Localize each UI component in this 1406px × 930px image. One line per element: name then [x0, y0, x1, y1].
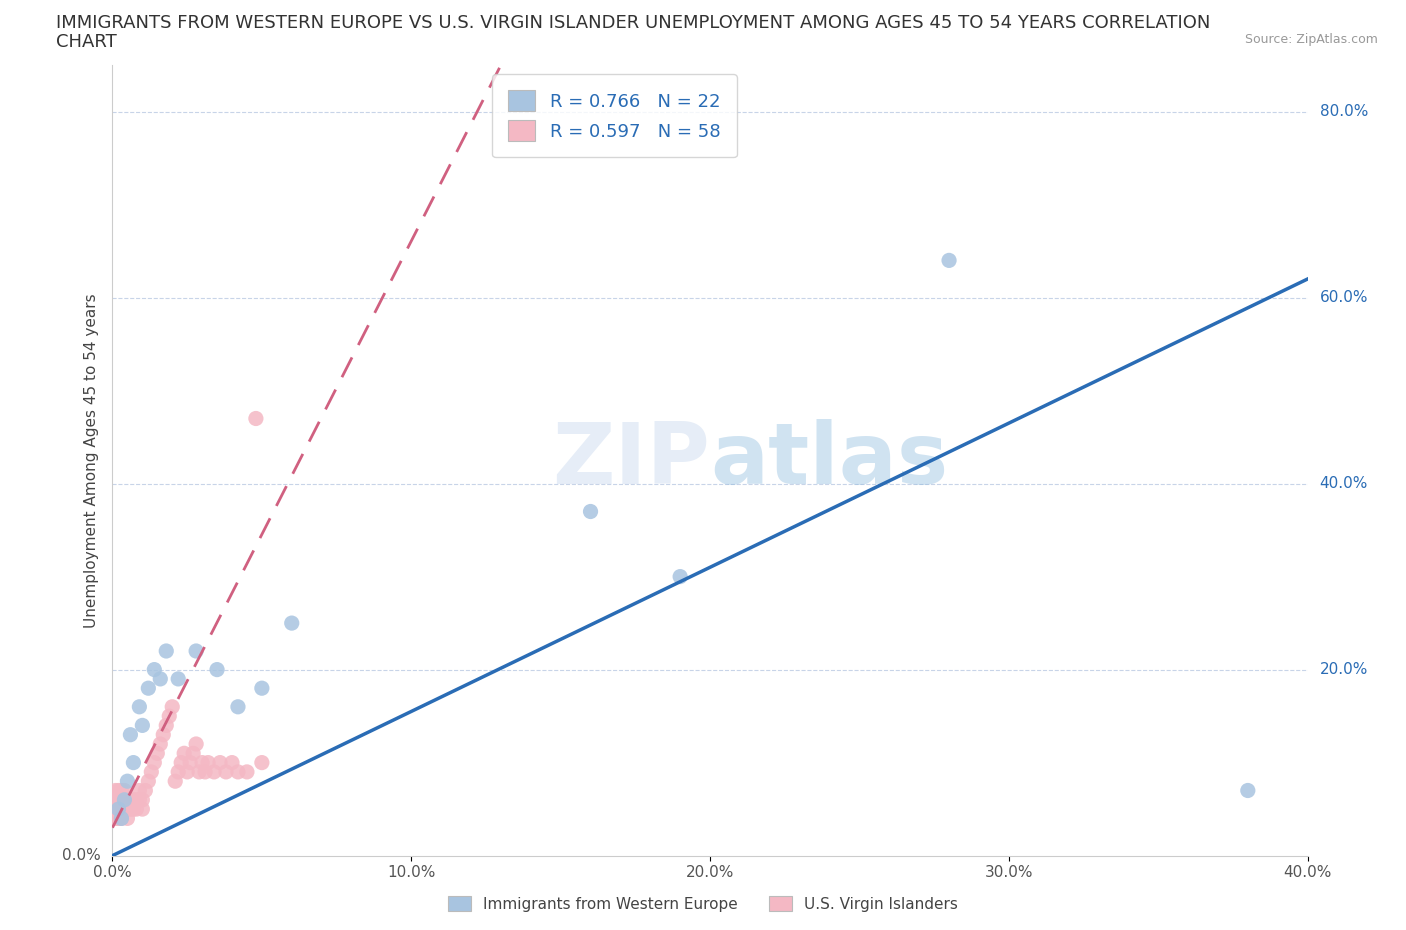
Point [117, 802, 139, 817]
Point [110, 783, 132, 798]
Point [122, 792, 145, 807]
Point [114, 802, 135, 817]
Point [143, 662, 166, 677]
Text: CHART: CHART [56, 33, 117, 51]
Point [110, 811, 132, 826]
Point [155, 644, 177, 658]
Point [179, 755, 201, 770]
Point [104, 792, 127, 807]
Text: 20.0%: 20.0% [1320, 662, 1368, 677]
Point [186, 644, 208, 658]
Point [209, 755, 232, 770]
Point [122, 755, 145, 770]
Point [120, 727, 142, 742]
Point [197, 755, 219, 770]
Point [215, 764, 238, 779]
Point [173, 746, 195, 761]
Point [221, 755, 243, 770]
Point [162, 699, 183, 714]
Point [107, 811, 129, 826]
Point [236, 764, 259, 779]
Point [167, 764, 190, 779]
Text: 60.0%: 60.0% [1320, 290, 1368, 305]
Point [131, 802, 153, 817]
Point [250, 755, 273, 770]
Point [114, 783, 135, 798]
Point [149, 737, 172, 751]
Point [186, 737, 208, 751]
Point [281, 616, 304, 631]
Point [141, 764, 163, 779]
Point [194, 764, 217, 779]
Point [104, 811, 127, 826]
Point [128, 783, 150, 798]
Point [181, 746, 204, 761]
Point [107, 802, 129, 817]
Point [1237, 783, 1260, 798]
Point [120, 792, 142, 807]
Point [157, 709, 180, 724]
Point [938, 253, 960, 268]
Point [117, 774, 139, 789]
Text: 80.0%: 80.0% [1320, 104, 1368, 119]
Point [131, 792, 153, 807]
Point [226, 699, 249, 714]
Point [110, 792, 132, 807]
Point [202, 764, 225, 779]
Point [205, 662, 228, 677]
Text: 40.0%: 40.0% [1320, 476, 1368, 491]
Text: atlas: atlas [710, 418, 948, 502]
Point [107, 792, 129, 807]
Point [128, 699, 150, 714]
Point [110, 802, 132, 817]
Point [117, 792, 139, 807]
Point [176, 764, 198, 779]
Point [134, 783, 156, 798]
Point [120, 802, 142, 817]
Point [245, 411, 267, 426]
Point [226, 764, 249, 779]
Point [149, 671, 172, 686]
Point [114, 792, 135, 807]
Point [579, 504, 602, 519]
Legend: Immigrants from Western Europe, U.S. Virgin Islanders: Immigrants from Western Europe, U.S. Vir… [441, 889, 965, 918]
Point [146, 746, 169, 761]
Point [188, 764, 211, 779]
Point [152, 727, 174, 742]
Point [107, 802, 129, 817]
Point [114, 792, 135, 807]
Point [117, 811, 139, 826]
Text: IMMIGRANTS FROM WESTERN EUROPE VS U.S. VIRGIN ISLANDER UNEMPLOYMENT AMONG AGES 4: IMMIGRANTS FROM WESTERN EUROPE VS U.S. V… [56, 14, 1211, 32]
Point [107, 783, 129, 798]
Text: 0.0%: 0.0% [62, 848, 101, 863]
Point [165, 774, 187, 789]
Legend: R = 0.766   N = 22, R = 0.597   N = 58: R = 0.766 N = 22, R = 0.597 N = 58 [492, 74, 737, 157]
Point [155, 718, 177, 733]
Point [125, 802, 148, 817]
Point [250, 681, 273, 696]
Text: Source: ZipAtlas.com: Source: ZipAtlas.com [1244, 33, 1378, 46]
Point [104, 802, 127, 817]
Y-axis label: Unemployment Among Ages 45 to 54 years: Unemployment Among Ages 45 to 54 years [83, 293, 98, 628]
Point [143, 755, 166, 770]
Point [110, 811, 132, 826]
Point [167, 671, 190, 686]
Point [138, 681, 160, 696]
Text: ZIP: ZIP [553, 418, 710, 502]
Point [138, 774, 160, 789]
Point [125, 792, 148, 807]
Point [191, 755, 214, 770]
Point [128, 792, 150, 807]
Point [122, 802, 145, 817]
Point [669, 569, 692, 584]
Point [131, 718, 153, 733]
Point [104, 783, 127, 798]
Point [170, 755, 193, 770]
